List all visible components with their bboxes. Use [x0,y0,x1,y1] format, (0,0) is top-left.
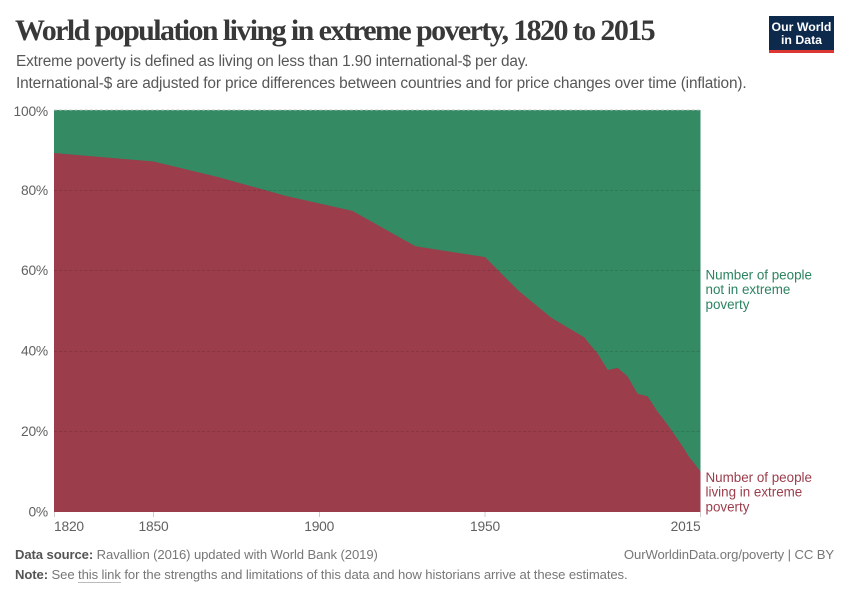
svg-text:1820: 1820 [54,519,84,534]
svg-text:1850: 1850 [139,519,169,534]
svg-text:1950: 1950 [470,519,500,534]
svg-text:100%: 100% [14,104,49,119]
svg-text:40%: 40% [21,344,48,359]
svg-text:80%: 80% [21,183,48,198]
svg-text:2015: 2015 [671,519,701,534]
svg-text:0%: 0% [28,505,48,520]
svg-text:1900: 1900 [304,519,334,534]
svg-text:60%: 60% [21,263,48,278]
svg-text:20%: 20% [21,424,48,439]
